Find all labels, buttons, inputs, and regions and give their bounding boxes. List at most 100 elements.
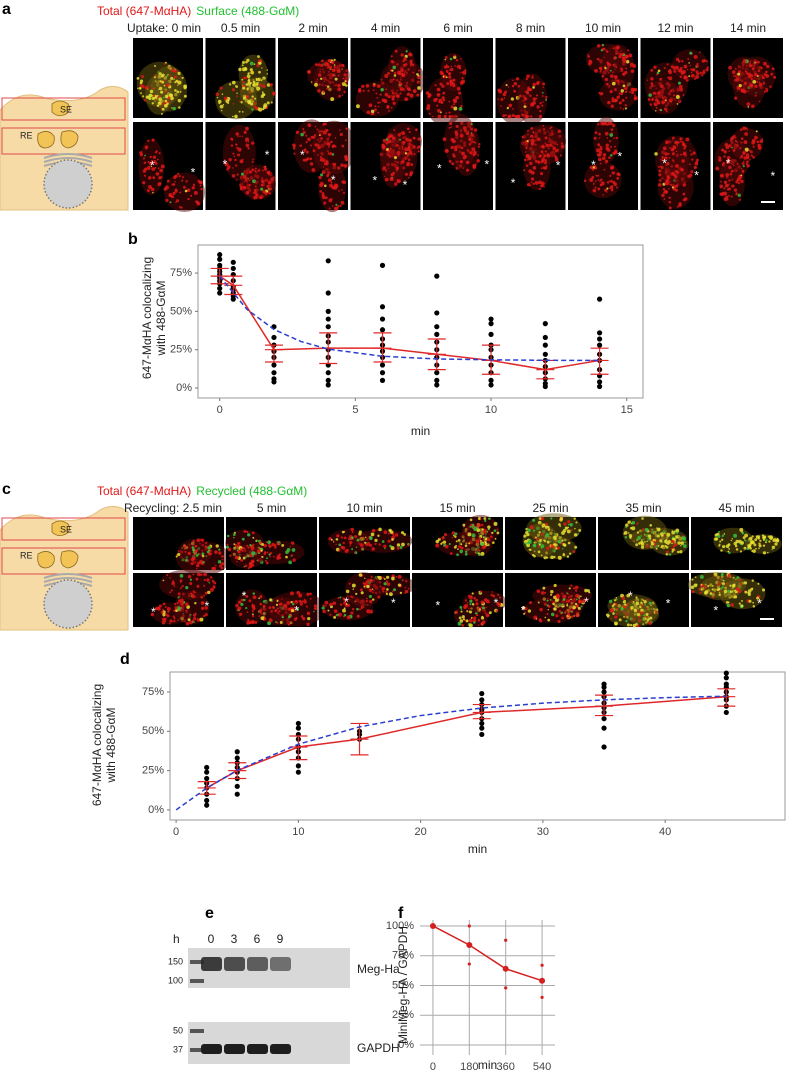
signal-dot bbox=[593, 136, 597, 140]
signal-dot bbox=[328, 537, 332, 541]
y-tick-label: 25% bbox=[170, 344, 192, 356]
signal-dot bbox=[632, 63, 637, 68]
signal-dot bbox=[663, 67, 666, 70]
signal-dot bbox=[507, 115, 511, 118]
signal-dot bbox=[538, 114, 543, 119]
signal-dot bbox=[664, 181, 669, 186]
signal-dot bbox=[251, 141, 255, 145]
signal-dot bbox=[569, 552, 572, 555]
signal-dot bbox=[197, 553, 200, 556]
signal-dot bbox=[254, 621, 258, 624]
signal-dot bbox=[736, 141, 739, 144]
signal-dot bbox=[757, 535, 761, 538]
signal-dot bbox=[754, 84, 758, 88]
signal-dot bbox=[218, 548, 221, 551]
signal-dot bbox=[450, 145, 455, 150]
data-point bbox=[379, 262, 386, 268]
panel-label: e bbox=[205, 905, 214, 922]
signal-dot bbox=[455, 540, 458, 543]
data-point bbox=[204, 802, 210, 808]
signal-dot bbox=[309, 598, 312, 600]
signal-dot bbox=[330, 97, 335, 102]
signal-dot bbox=[566, 603, 568, 605]
signal-dot bbox=[535, 97, 538, 100]
signal-dot bbox=[179, 191, 182, 194]
signal-dot bbox=[417, 74, 420, 77]
signal-dot bbox=[622, 81, 625, 84]
signal-dot bbox=[388, 135, 391, 138]
signal-dot bbox=[221, 558, 224, 561]
signal-dot bbox=[242, 61, 245, 64]
signal-dot bbox=[655, 540, 658, 542]
signal-dot bbox=[569, 523, 573, 527]
signal-dot bbox=[406, 92, 410, 97]
signal-dot bbox=[242, 185, 247, 190]
signal-dot bbox=[572, 605, 577, 610]
signal-dot bbox=[385, 138, 389, 141]
signal-dot bbox=[599, 180, 601, 183]
signal-dot bbox=[684, 541, 687, 544]
data-point bbox=[325, 377, 331, 383]
lane-label: 0 bbox=[208, 932, 215, 946]
signal-dot bbox=[750, 78, 753, 81]
signal-dot bbox=[654, 92, 657, 95]
signal-dot bbox=[740, 168, 743, 170]
signal-dot bbox=[262, 84, 266, 88]
cell-glow bbox=[517, 73, 548, 126]
signal-dot bbox=[438, 98, 443, 103]
signal-dot bbox=[266, 557, 268, 560]
signal-dot bbox=[734, 96, 738, 100]
signal-dot bbox=[179, 579, 183, 582]
signal-dot bbox=[462, 70, 467, 75]
signal-dot bbox=[596, 44, 601, 48]
y-tick-label: 75% bbox=[142, 686, 164, 698]
signal-dot bbox=[717, 584, 720, 587]
signal-dot bbox=[386, 575, 390, 579]
signal-dot bbox=[646, 540, 648, 543]
signal-dot bbox=[241, 78, 244, 81]
signal-dot bbox=[643, 600, 647, 604]
signal-dot bbox=[388, 109, 390, 112]
signal-dot bbox=[440, 542, 443, 545]
signal-dot bbox=[305, 134, 308, 137]
signal-dot bbox=[247, 546, 250, 549]
signal-dot bbox=[189, 620, 193, 625]
signal-dot bbox=[266, 73, 269, 75]
signal-dot bbox=[408, 143, 411, 146]
signal-dot bbox=[668, 206, 672, 210]
signal-dot bbox=[615, 66, 618, 69]
signal-dot bbox=[477, 618, 481, 622]
signal-dot bbox=[416, 80, 420, 84]
signal-dot bbox=[300, 601, 303, 604]
signal-dot bbox=[341, 63, 345, 68]
signal-dot bbox=[210, 552, 213, 555]
signal-dot bbox=[640, 542, 645, 546]
signal-dot bbox=[765, 89, 768, 93]
signal-dot bbox=[206, 550, 210, 554]
signal-dot bbox=[670, 65, 674, 69]
signal-dot bbox=[532, 86, 535, 89]
signal-dot bbox=[417, 86, 421, 90]
signal-dot bbox=[282, 607, 284, 610]
signal-dot bbox=[552, 146, 557, 151]
signal-dot bbox=[567, 593, 569, 595]
signal-dot bbox=[749, 536, 753, 541]
data-point bbox=[234, 755, 240, 761]
signal-dot bbox=[560, 142, 564, 145]
x-tick-label: 20 bbox=[415, 826, 427, 838]
signal-dot bbox=[175, 201, 177, 204]
vesicle bbox=[37, 131, 55, 149]
data-point bbox=[601, 725, 607, 731]
signal-dot bbox=[742, 126, 747, 131]
signal-dot bbox=[156, 104, 160, 107]
signal-dot bbox=[339, 132, 343, 137]
signal-dot bbox=[631, 520, 636, 525]
signal-dot bbox=[443, 65, 448, 69]
signal-dot bbox=[459, 160, 464, 164]
signal-dot bbox=[276, 621, 279, 624]
signal-dot bbox=[384, 547, 386, 550]
signal-dot bbox=[263, 543, 267, 548]
signal-dot bbox=[758, 544, 762, 548]
signal-dot bbox=[730, 603, 734, 607]
signal-dot bbox=[164, 617, 167, 621]
